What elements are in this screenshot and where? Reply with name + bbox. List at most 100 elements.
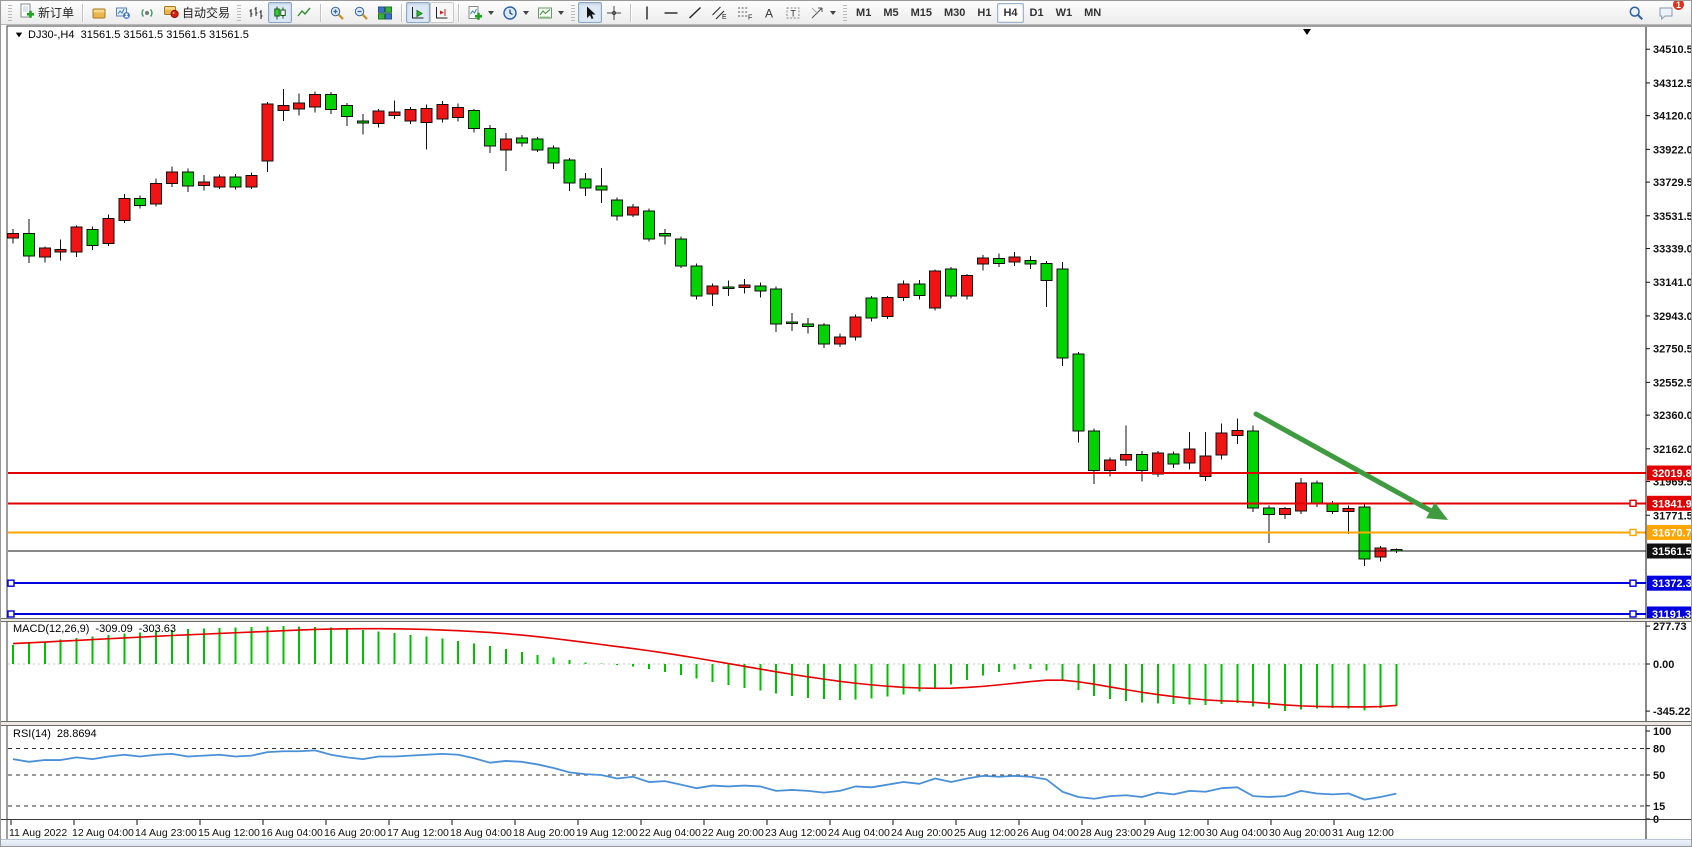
- candle-bullish: [1374, 547, 1387, 558]
- timeframe-button-m15[interactable]: M15: [910, 6, 932, 19]
- candle-bearish: [531, 138, 544, 151]
- timeframe-button-h4[interactable]: H4: [997, 2, 1024, 23]
- price-axis-tick-label: 33922.0: [1653, 144, 1692, 156]
- auto-trading-button[interactable]: 自动交易: [159, 2, 234, 23]
- macd-axis-label: 277.73: [1653, 621, 1687, 633]
- crosshair-tool-button[interactable]: [602, 2, 626, 23]
- rsi-value: 28.8694: [56, 728, 97, 740]
- cursor-tool-button[interactable]: [578, 2, 603, 23]
- candle-bearish: [786, 321, 799, 324]
- fibonacci-tool-button[interactable]: F: [732, 2, 757, 23]
- trend-arrow-line[interactable]: [1253, 411, 1436, 515]
- toolbar-grip[interactable]: [8, 4, 12, 21]
- vertical-line-tool-button[interactable]: [635, 2, 659, 23]
- candle-bearish: [802, 323, 814, 328]
- chart-menu-arrow[interactable]: [1303, 26, 1316, 38]
- macd-indicator-label: MACD(12,26,9) -309.09 -303.63: [13, 623, 176, 635]
- candle-bearish: [674, 238, 687, 267]
- candle-bearish: [643, 210, 655, 240]
- toolbar-grip[interactable]: [237, 4, 242, 21]
- trend-arrow-head[interactable]: [1426, 502, 1448, 520]
- symbol-name: DJ30-,H4: [28, 29, 75, 41]
- line-chart-mode-button[interactable]: [292, 2, 316, 23]
- new-order-button[interactable]: 新订单: [15, 2, 78, 23]
- horizontal-line-icon: [664, 11, 678, 14]
- line-drag-handle[interactable]: [1629, 528, 1637, 537]
- indicators-dropdown-button[interactable]: [463, 2, 498, 23]
- auto-scroll-button[interactable]: [406, 2, 431, 23]
- chart-profile-button[interactable]: [87, 2, 111, 23]
- line-drag-handle[interactable]: [7, 579, 15, 587]
- candle-bullish: [738, 284, 751, 289]
- zoom-out-button[interactable]: [349, 2, 373, 23]
- candle-bullish: [1183, 448, 1196, 464]
- candle-bearish: [1247, 430, 1260, 509]
- candle-bullish: [309, 93, 322, 108]
- rsi-line: [12, 749, 1397, 801]
- toolbar-separator: [82, 3, 84, 22]
- time-axis-label: 16 Aug 04:00: [261, 827, 323, 839]
- price-tag-label: 31191.3: [1652, 609, 1691, 621]
- line-drag-handle[interactable]: [1629, 499, 1637, 507]
- price-axis-tick-label: 32162.0: [1653, 444, 1692, 456]
- text-tool-icon: A: [765, 6, 773, 20]
- panel-separator[interactable]: [1, 618, 1692, 622]
- timeframe-button-d1[interactable]: D1: [1029, 6, 1044, 19]
- trendline-tool-button[interactable]: [683, 2, 707, 23]
- templates-dropdown-button[interactable]: [533, 2, 568, 23]
- dropdown-caret-icon: [558, 10, 565, 15]
- notifications-button[interactable]: 1: [1654, 1, 1685, 23]
- time-axis-label: 22 Aug 04:00: [639, 827, 701, 839]
- line-drag-handle[interactable]: [1629, 610, 1637, 618]
- market-watch-button[interactable]: [111, 2, 135, 23]
- timeframe-button-h1[interactable]: H1: [977, 6, 992, 19]
- toolbar-separator: [401, 3, 403, 22]
- tile-windows-button[interactable]: [373, 2, 397, 23]
- candlestick-mode-button[interactable]: [268, 2, 293, 23]
- timeframe-button-w1[interactable]: W1: [1055, 6, 1073, 19]
- line-drag-handle[interactable]: [1629, 579, 1637, 587]
- channel-tool-button[interactable]: E: [707, 2, 732, 23]
- candle-bullish: [849, 316, 862, 338]
- time-axis-label: 29 Aug 12:00: [1143, 827, 1205, 839]
- bar-chart-mode-button[interactable]: [244, 2, 268, 23]
- timeframe-button-m30[interactable]: M30: [944, 6, 966, 19]
- broadcast-button[interactable]: [135, 2, 159, 23]
- arrows-dropdown-button[interactable]: [805, 2, 840, 23]
- rsi-axis-label: 15: [1653, 801, 1665, 813]
- time-axis-label: 24 Aug 04:00: [828, 827, 890, 839]
- candle-bullish: [245, 175, 258, 188]
- label-tool-button[interactable]: T: [781, 2, 805, 23]
- toolbar-grip[interactable]: [571, 4, 576, 21]
- symbol-dropdown-arrow-icon[interactable]: [15, 32, 23, 38]
- zoom-in-button[interactable]: [325, 2, 349, 23]
- chart-shift-button[interactable]: [430, 2, 455, 23]
- dropdown-caret-icon: [488, 10, 495, 15]
- timeframe-button-mn[interactable]: MN: [1084, 6, 1102, 19]
- search-button[interactable]: [1624, 2, 1648, 23]
- price-tag-31191.3: [1647, 606, 1691, 622]
- text-tool-button[interactable]: A: [757, 2, 781, 23]
- timeframe-button-m5[interactable]: M5: [883, 6, 899, 19]
- candle-bullish: [1279, 507, 1291, 516]
- candle-bullish: [420, 108, 433, 123]
- toolbar-grip[interactable]: [843, 4, 848, 21]
- macd-main-value: -309.09: [95, 623, 133, 635]
- candle-bullish: [929, 270, 942, 309]
- market-watch-icon: [116, 7, 130, 19]
- candle-bullish: [436, 104, 449, 120]
- candle-bearish: [515, 137, 528, 144]
- panel-separator[interactable]: [1, 721, 1692, 726]
- time-axis-label: 30 Aug 04:00: [1206, 827, 1268, 839]
- candle-bearish: [865, 297, 878, 319]
- line-drag-handle[interactable]: [7, 610, 15, 618]
- timeframe-button-m1[interactable]: M1: [856, 6, 872, 19]
- horizontal-line-tool-button[interactable]: [659, 2, 683, 23]
- time-axis-label: 14 Aug 23:00: [135, 827, 197, 839]
- cursor-icon: [587, 6, 596, 19]
- time-axis-label: 30 Aug 20:00: [1269, 827, 1331, 839]
- candle-bearish: [1088, 430, 1101, 471]
- dropdown-caret-icon: [830, 10, 837, 15]
- periods-dropdown-button[interactable]: [498, 2, 533, 23]
